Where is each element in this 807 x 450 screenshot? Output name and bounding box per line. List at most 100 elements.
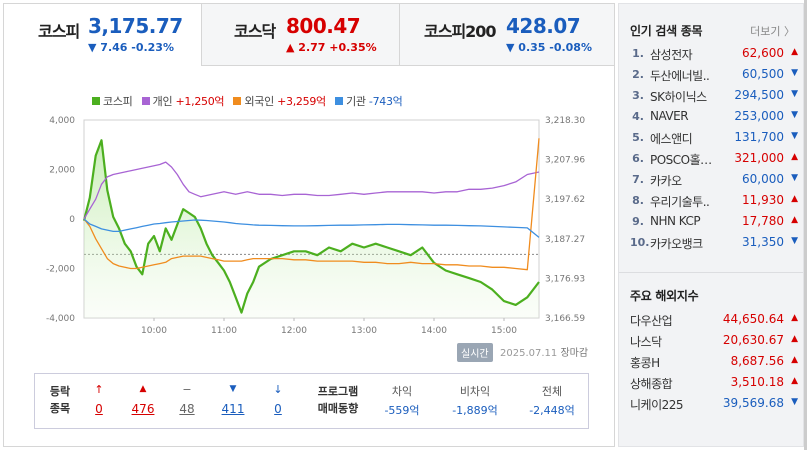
flat-count[interactable]: 48: [179, 402, 195, 416]
intraday-chart[interactable]: 4,000 2,000 0 -2,000 -4,000 3,218.30 3,207.96 3…: [44, 116, 594, 338]
popular-item[interactable]: 9. NHN KCP 17,780 ▲: [630, 213, 798, 233]
index-name[interactable]: 다우산업: [630, 314, 673, 328]
scrollbar[interactable]: [804, 0, 807, 450]
up-arrow-icon: ▲: [791, 313, 798, 323]
stock-name[interactable]: 두산에너빌..: [650, 69, 710, 83]
arbitrage-value: -559억: [384, 404, 420, 417]
x-axis-tick: 12:00: [281, 326, 307, 336]
overseas-index-item[interactable]: 다우산업 44,650.64 ▲: [630, 311, 798, 331]
legend-individual: 개인 +1,250억: [141, 95, 225, 108]
up-arrow-icon: ▲: [791, 194, 798, 204]
tab-value: 800.47: [286, 14, 361, 38]
stock-name[interactable]: NAVER: [650, 109, 689, 123]
left-axis-tick: 2,000: [49, 166, 75, 176]
popular-item[interactable]: 5. 에스앤디 131,700 ▼: [630, 129, 798, 149]
stock-name[interactable]: POSCO홀…: [650, 153, 712, 167]
popular-item[interactable]: 10. 카카오뱅크 31,350 ▼: [630, 234, 798, 254]
legend-value: -743억: [368, 95, 403, 108]
overseas-index-item[interactable]: 홍콩H 8,687.56 ▲: [630, 353, 798, 373]
popular-item[interactable]: 3. SK하이닉스 294,500 ▼: [630, 87, 798, 107]
rise-icon: ▲: [139, 384, 147, 394]
fall-icon: ▼: [229, 384, 237, 394]
index-price: 20,630.67: [722, 333, 784, 347]
up-arrow-icon: ▲: [791, 47, 798, 57]
popular-item[interactable]: 2. 두산에너빌.. 60,500 ▼: [630, 66, 798, 86]
rank-number: 9.: [632, 215, 644, 228]
rank-number: 6.: [632, 152, 644, 165]
x-axis-tick: 10:00: [141, 326, 167, 336]
legend-label: 코스피: [103, 95, 133, 108]
popular-item[interactable]: 1. 삼성전자 62,600 ▲: [630, 45, 798, 65]
rank-number: 5.: [632, 131, 644, 144]
more-link[interactable]: 더보기 〉: [750, 25, 795, 38]
left-axis-tick: -4,000: [46, 314, 75, 324]
fall-count[interactable]: 411: [221, 402, 245, 416]
popular-item[interactable]: 7. 카카오 60,000 ▼: [630, 171, 798, 191]
index-name[interactable]: 나스닥: [630, 335, 662, 349]
popular-item[interactable]: 4. NAVER 253,000 ▼: [630, 108, 798, 128]
program-label-1: 프로그램: [317, 385, 359, 398]
tab-change: ▲ 2.77 +0.35%: [286, 41, 377, 54]
stock-name[interactable]: NHN KCP: [650, 214, 701, 228]
down-arrow-icon: ▼: [791, 236, 798, 246]
legend-foreign: 외국인 +3,259억: [233, 95, 326, 108]
tab-change: ▼ 7.46 -0.23%: [88, 41, 174, 54]
tab-kospi200[interactable]: 코스피200 428.07 ▼ 0.35 -0.08%: [400, 4, 614, 66]
legend-value: +3,259억: [277, 95, 326, 108]
index-name[interactable]: 홍콩H: [630, 356, 660, 370]
breadth-label: 등락 종목: [45, 383, 75, 417]
limit-down-count[interactable]: 0: [274, 402, 282, 416]
popular-item[interactable]: 8. 우리기술투.. 11,930 ▲: [630, 192, 798, 212]
left-axis-tick: 0: [69, 215, 75, 225]
rank-number: 3.: [632, 89, 644, 102]
index-price: 44,650.64: [722, 312, 784, 326]
market-status: 장마감: [560, 348, 589, 359]
tab-value: 3,175.77: [88, 14, 183, 38]
up-arrow-icon: ▲: [791, 334, 798, 344]
stock-price: 11,930: [742, 193, 784, 207]
individual-line: [83, 161, 540, 220]
index-price: 8,687.56: [730, 354, 784, 368]
popular-item[interactable]: 6. POSCO홀… 321,000 ▲: [630, 150, 798, 170]
legend-value: +1,250억: [175, 95, 225, 108]
stock-name[interactable]: 삼성전자: [650, 48, 693, 62]
stock-price: 17,780: [742, 214, 784, 228]
program-label: 프로그램 매매동향: [313, 383, 363, 417]
section-divider: [619, 272, 803, 273]
overseas-title: 주요 해외지수: [630, 289, 699, 303]
index-name[interactable]: 상해종합: [630, 377, 673, 391]
index-name[interactable]: 니케이225: [630, 398, 684, 412]
rise-count[interactable]: 476: [131, 402, 155, 416]
side-panel: 인기 검색 종목 더보기 〉 1. 삼성전자 62,600 ▲ 2. 두산에너빌.. 60,…: [618, 3, 804, 447]
x-axis-tick: 13:00: [351, 326, 377, 336]
x-axis-tick: 15:00: [491, 326, 517, 336]
overseas-index-item[interactable]: 나스닥 20,630.67 ▲: [630, 332, 798, 352]
tab-kospi[interactable]: 코스피 3,175.77 ▼ 7.46 -0.23%: [4, 4, 202, 66]
rank-number: 7.: [632, 173, 644, 186]
down-arrow-icon: ▼: [791, 173, 798, 183]
stock-name[interactable]: SK하이닉스: [650, 90, 707, 104]
limit-down-icon: ↓: [273, 383, 283, 396]
overseas-index-item[interactable]: 니케이225 39,569.68 ▼: [630, 395, 798, 415]
legend-swatch: [233, 97, 242, 105]
stock-name[interactable]: 에스앤디: [650, 132, 693, 146]
left-axis-tick: -2,000: [46, 265, 75, 275]
chart-date: 2025.07.11 장마감: [500, 344, 588, 359]
popular-title: 인기 검색 종목: [630, 24, 703, 38]
stock-name[interactable]: 카카오: [650, 174, 682, 188]
limit-up-count[interactable]: 0: [95, 402, 103, 416]
non-arbitrage-header: 비차익: [459, 385, 491, 398]
stock-price: 62,600: [742, 46, 784, 60]
rank-number: 10.: [630, 236, 650, 249]
tab-name: 코스닥: [234, 22, 276, 41]
legend-swatch: [92, 97, 100, 105]
stock-name[interactable]: 카카오뱅크: [650, 237, 703, 251]
stock-name[interactable]: 우리기술투..: [650, 195, 710, 209]
tab-kosdaq[interactable]: 코스닥 800.47 ▲ 2.77 +0.35%: [202, 4, 400, 66]
program-total-value: -2,448억: [529, 404, 575, 417]
left-axis-tick: 4,000: [49, 116, 75, 126]
overseas-index-item[interactable]: 상해종합 3,510.18 ▲: [630, 374, 798, 394]
arbitrage-header: 차익: [391, 385, 413, 398]
market-panel: 코스피 3,175.77 ▼ 7.46 -0.23% 코스닥 800.47 ▲ …: [3, 3, 615, 447]
down-arrow-icon: ▼: [791, 68, 798, 78]
